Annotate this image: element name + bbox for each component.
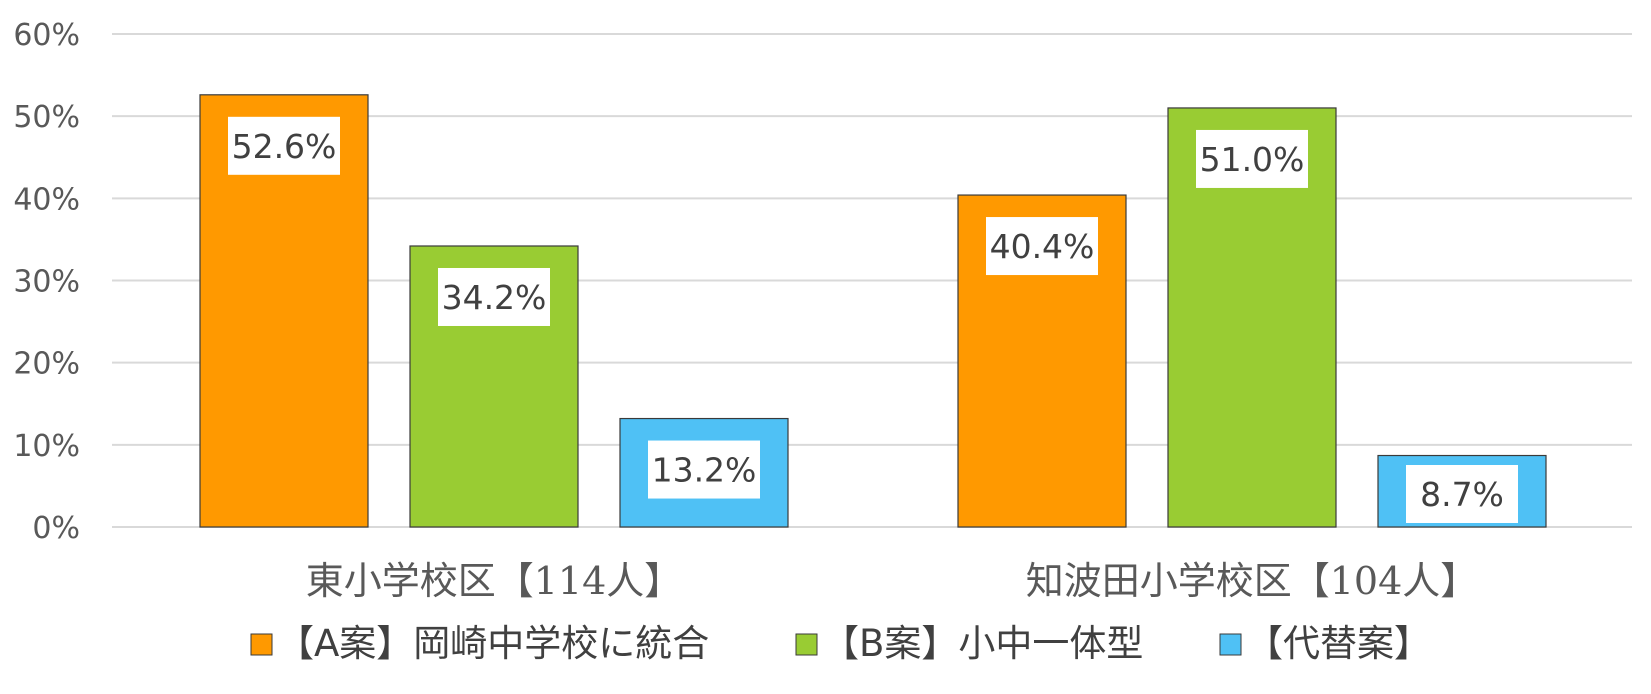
data-label-text: 40.4% (990, 227, 1095, 266)
legend-label: 【B案】小中一体型 (822, 622, 1143, 665)
data-labels: 52.6% 34.2% 13.2% 40.4% 51.0% 8.7% (228, 116, 1518, 523)
data-label-box (228, 116, 340, 175)
data-label-text: 51.0% (1200, 140, 1305, 179)
legend: 【A案】岡崎中学校に統合 【B案】小中一体型 【代替案】 (250, 622, 1431, 665)
legend-swatch (250, 633, 273, 656)
data-label-box (438, 267, 550, 326)
data-label-box (986, 217, 1098, 276)
data-label-box (1406, 465, 1518, 523)
legend-item: 【A案】岡崎中学校に統合 (250, 622, 709, 665)
data-label: 8.7% (1406, 465, 1518, 523)
data-label-box (1196, 129, 1308, 188)
data-label-text: 8.7% (1420, 475, 1504, 514)
y-axis-tick-labels: 0% 10% 20% 30% 40% 50% 60% (13, 18, 80, 546)
data-label-text: 52.6% (232, 127, 337, 166)
y-tick-label: 10% (13, 429, 80, 464)
data-label: 51.0% (1196, 129, 1308, 188)
legend-label: 【A案】岡崎中学校に統合 (277, 622, 709, 665)
data-label-text: 34.2% (442, 278, 547, 317)
y-tick-label: 40% (13, 182, 80, 217)
legend-swatch (1219, 633, 1242, 656)
legend-label: 【代替案】 (1246, 622, 1431, 665)
y-tick-label: 50% (13, 100, 80, 135)
data-label-text: 13.2% (652, 451, 757, 490)
y-tick-label: 60% (13, 18, 80, 53)
data-label-box (648, 440, 760, 499)
legend-swatch (795, 633, 818, 656)
y-tick-label: 20% (13, 347, 80, 382)
data-label: 52.6% (228, 116, 340, 175)
y-tick-label: 30% (13, 265, 80, 300)
data-label: 34.2% (438, 267, 550, 326)
data-label: 40.4% (986, 217, 1098, 276)
y-tick-label: 0% (32, 511, 80, 546)
legend-item: 【B案】小中一体型 (795, 622, 1143, 665)
x-axis-category-labels: 東小学校区【114人】 知波田小学校区【104人】 (306, 559, 1479, 603)
legend-item: 【代替案】 (1219, 622, 1431, 665)
category-label: 東小学校区【114人】 (306, 559, 683, 603)
bars (199, 94, 1547, 528)
data-label: 13.2% (648, 440, 760, 499)
category-label: 知波田小学校区【104人】 (1026, 559, 1479, 603)
